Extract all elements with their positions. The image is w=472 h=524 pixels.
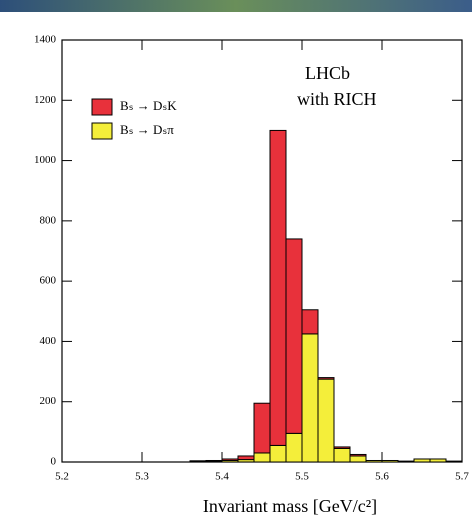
bar <box>445 460 463 463</box>
bar <box>317 378 335 463</box>
bar <box>333 446 351 449</box>
bar <box>381 459 399 463</box>
bar <box>253 452 271 463</box>
y-tick-label: 1000 <box>34 154 57 166</box>
bar <box>205 459 223 462</box>
bar <box>429 458 447 463</box>
bar <box>285 238 303 434</box>
y-tick-label: 0 <box>51 456 57 468</box>
bar <box>269 129 287 446</box>
x-tick-label: 5.7 <box>455 471 469 483</box>
x-axis-label: Invariant mass [GeV/c²] <box>203 496 377 516</box>
y-tick-label: 1200 <box>34 94 57 106</box>
x-tick-label: 5.5 <box>295 471 309 483</box>
legend-label: Bₛ → Dₛπ <box>120 122 174 137</box>
bar <box>253 402 271 454</box>
legend-swatch <box>91 98 113 116</box>
x-tick-label: 5.3 <box>135 471 149 483</box>
y-tick-label: 400 <box>40 335 57 347</box>
bar <box>333 447 351 463</box>
bar <box>301 309 319 335</box>
bar <box>269 444 287 463</box>
bar <box>397 460 415 463</box>
legend-label: Bₛ → DₛK <box>120 98 177 113</box>
bar <box>189 460 207 462</box>
header-band <box>0 0 472 12</box>
y-tick-label: 1400 <box>34 34 57 46</box>
x-tick-label: 5.4 <box>215 471 229 483</box>
y-tick-label: 800 <box>40 214 57 226</box>
bar <box>413 458 431 463</box>
bar <box>221 458 239 461</box>
annotation: LHCb <box>305 63 350 83</box>
bar <box>317 377 335 380</box>
annotation: with RICH <box>297 89 377 109</box>
x-tick-label: 5.6 <box>375 471 389 483</box>
bar <box>301 333 319 463</box>
bar <box>349 453 367 457</box>
bar <box>237 455 255 461</box>
bar <box>349 455 367 463</box>
bar <box>365 459 383 463</box>
y-tick-label: 600 <box>40 275 57 287</box>
y-tick-label: 200 <box>40 395 57 407</box>
legend-swatch <box>91 122 113 140</box>
bar <box>285 432 303 463</box>
x-tick-label: 5.2 <box>55 471 69 483</box>
